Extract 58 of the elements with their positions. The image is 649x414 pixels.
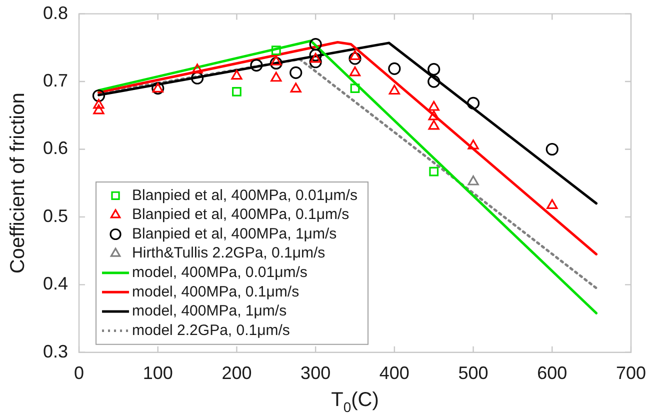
y-axis-title: Coefficient of friction [7,92,29,274]
y-tick-label: 0.3 [42,341,68,362]
point [92,89,106,102]
legend-label: Hirth&Tullis 2.2GPa, 0.1μm/s [132,244,326,262]
point [93,98,104,109]
point [309,38,322,51]
point [309,48,322,62]
point [93,104,104,114]
y-tick-label: 0.6 [42,138,68,158]
y-tick-label: 0.8 [42,2,68,23]
x-tick-label: 700 [616,363,646,384]
point [388,62,401,75]
point [388,84,400,95]
x-tick-label: 400 [379,363,410,384]
point [546,142,558,156]
point [429,166,439,176]
legend-label: model, 400MPa, 0.01μm/s [132,264,308,281]
point [232,86,242,96]
point [231,70,242,80]
point [428,75,440,88]
y-tick-label: 0.5 [42,206,68,226]
y-tick-label: 0.7 [42,70,68,90]
legend-label: model, 400MPa, 1μm/s [132,302,287,320]
legend-label: Blanpied et al, 400MPa, 0.1μm/s [132,206,350,224]
point [191,72,204,84]
point [466,96,480,110]
legend-label: model, 400MPa, 0.1μm/s [132,283,300,300]
point [428,100,440,111]
point [271,46,281,56]
point [270,56,282,66]
point [468,175,479,186]
point [350,84,360,93]
y-tick-label: 0.4 [42,274,68,294]
point [309,56,322,68]
legend-label: Blanpied et al, 400MPa, 1μm/s [132,225,337,242]
point [250,58,263,72]
x-tick-label: 600 [537,363,568,384]
legend-label: model 2.2GPa, 0.1μm/s [132,322,290,339]
point [428,110,440,120]
point [468,140,479,150]
point [290,66,302,80]
point [310,52,322,63]
point [270,72,282,82]
point [348,52,362,65]
point [290,82,302,93]
point [192,64,203,74]
point [349,66,361,76]
x-tick-label: 100 [142,363,173,384]
point [428,63,440,76]
point [428,120,440,130]
legend-label: Blanpied et al, 400MPa, 0.01μm/s [132,186,358,204]
point [349,50,361,60]
point [546,199,558,209]
x-tick-label: 200 [222,363,252,384]
x-tick-label: 500 [458,363,488,384]
x-tick-label: 0 [74,363,84,384]
x-tick-label: 300 [300,363,331,384]
point [270,56,282,70]
